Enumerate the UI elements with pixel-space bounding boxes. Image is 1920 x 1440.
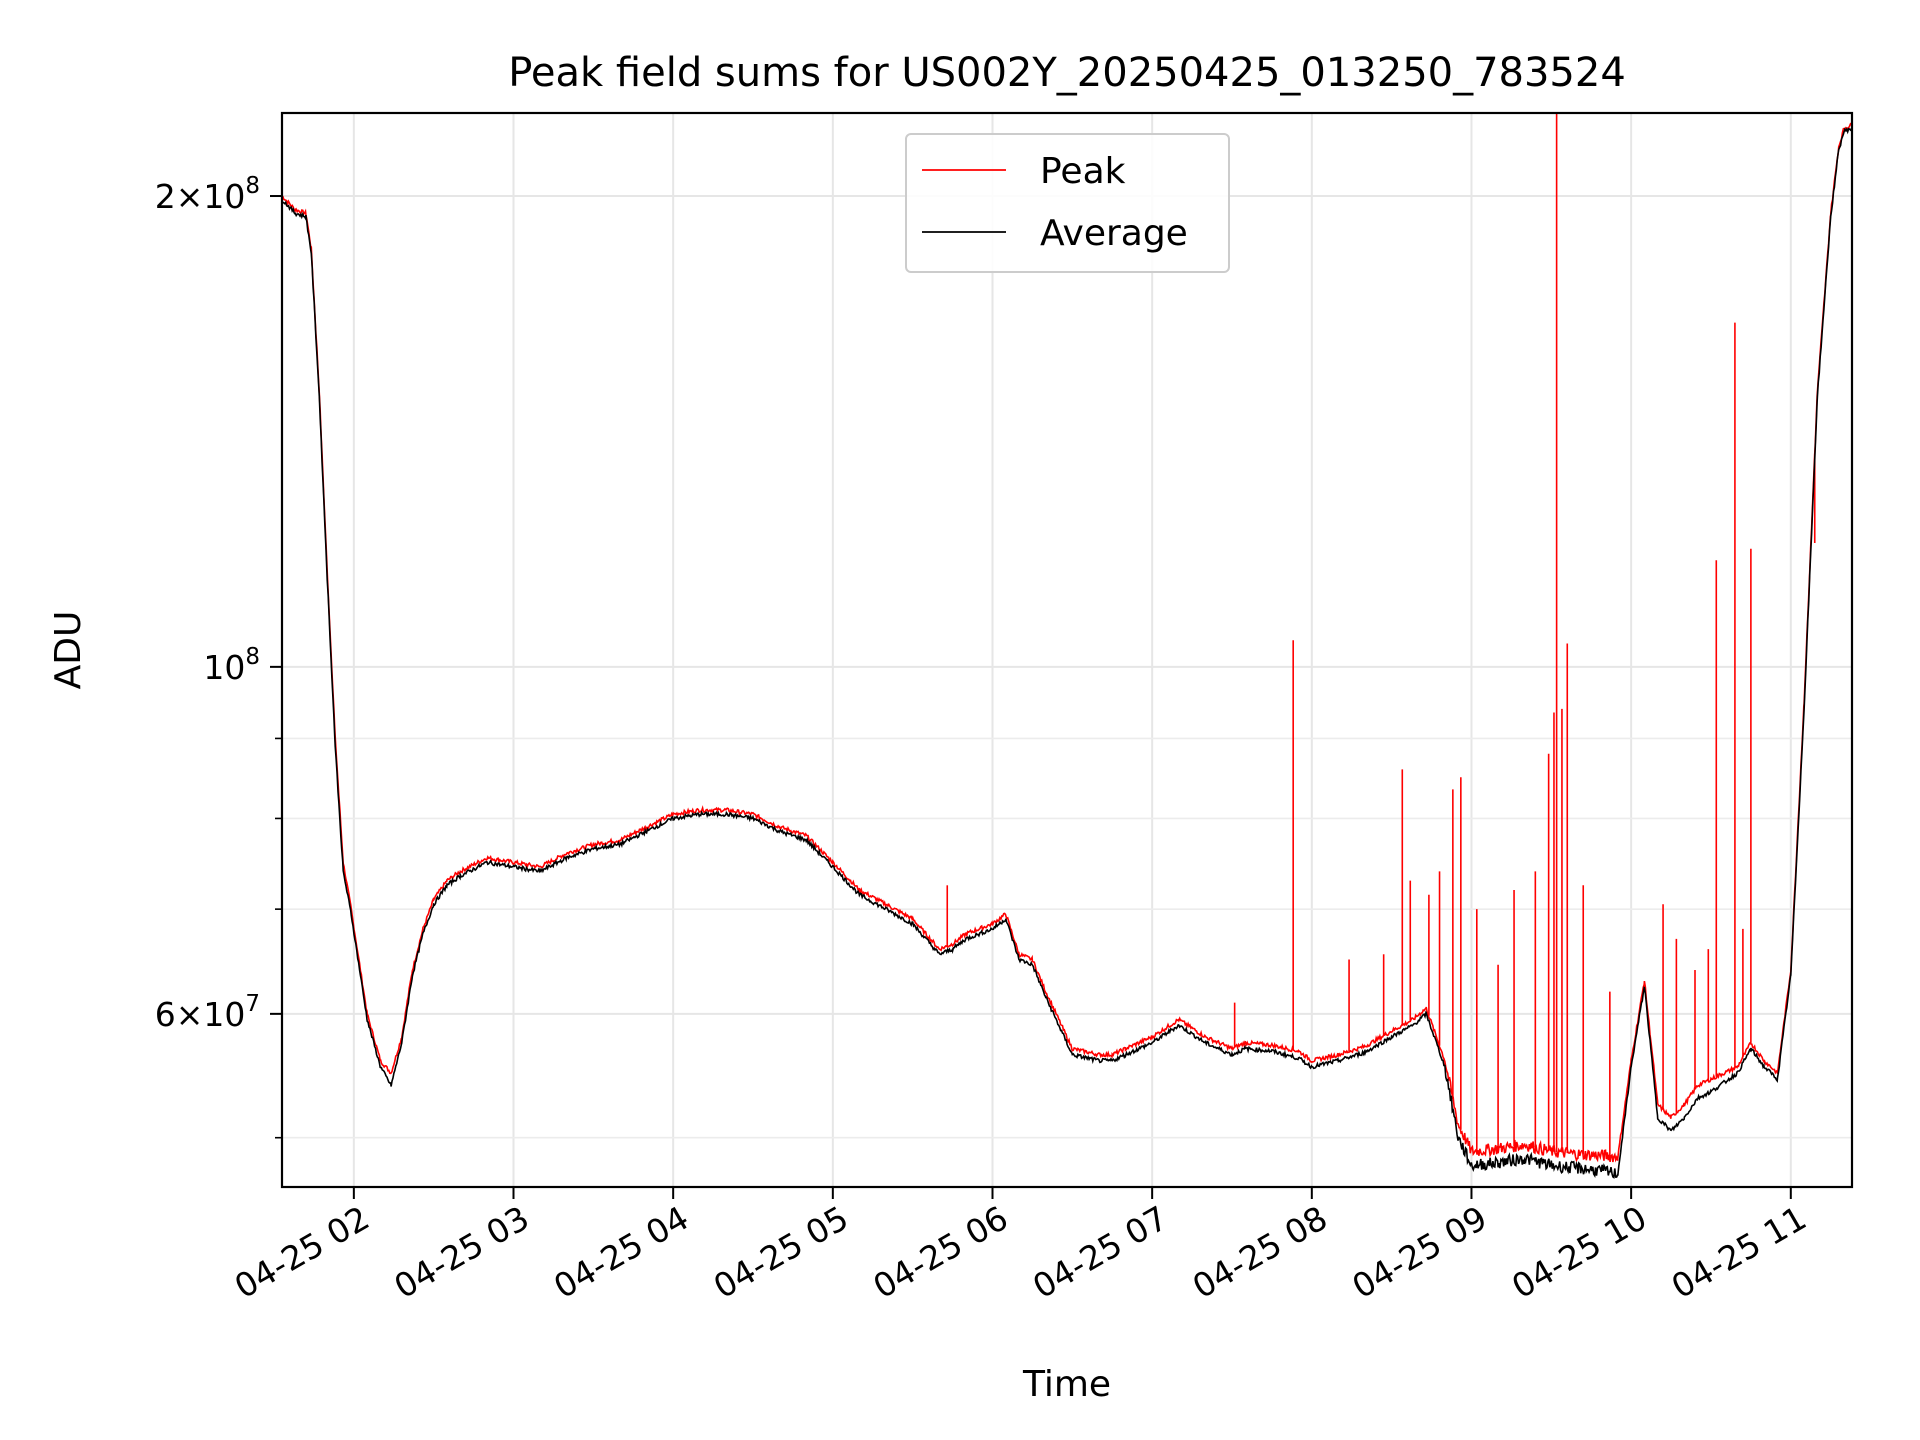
y-axis-label: ADU: [48, 611, 89, 690]
y-tick-ten: 10: [203, 648, 245, 687]
y-tick-exponent: 8: [245, 644, 260, 670]
legend-label: Peak: [1040, 151, 1126, 192]
y-tick-label: 108: [203, 644, 260, 687]
x-axis-label: Time: [1022, 1364, 1111, 1405]
x-tick-label: 04-25 04: [547, 1198, 695, 1306]
series-line-average: [282, 127, 1852, 1179]
y-tick-ten: 10: [203, 177, 245, 216]
x-tick-label: 04-25 06: [866, 1198, 1014, 1306]
x-tick-label: 04-25 09: [1345, 1198, 1493, 1306]
x-tick-label: 04-25 11: [1665, 1198, 1813, 1306]
chart-title: Peak field sums for US002Y_20250425_0132…: [508, 50, 1626, 96]
legend-box: [905, 133, 1230, 273]
y-tick-label: 2×108: [155, 173, 260, 216]
plot-frame: [280, 111, 1854, 1189]
y-tick-times: ×: [176, 995, 204, 1034]
y-tick-base: 2: [155, 177, 176, 216]
y-tick-label: 6×107: [155, 991, 260, 1034]
grid: [282, 113, 1852, 1187]
x-tick-label: 04-25 10: [1505, 1198, 1653, 1306]
x-tick-label: 04-25 03: [388, 1198, 536, 1306]
y-tick-base: 6: [155, 995, 176, 1034]
y-tick-times: ×: [176, 177, 204, 216]
y-tick-exponent: 8: [245, 173, 260, 199]
legend-label: Average: [1040, 213, 1188, 254]
peak-spikes: [946, 113, 1816, 1157]
x-axis: 04-25 02 04-25 03 04-25 04 04-25 05 04-25 06…: [228, 1187, 1813, 1306]
x-tick-label: 04-25 07: [1026, 1198, 1174, 1306]
x-tick-label: 04-25 08: [1186, 1198, 1334, 1306]
x-tick-label: 04-25 02: [228, 1198, 376, 1306]
x-tick-label: 04-25 05: [707, 1198, 855, 1306]
y-tick-ten: 10: [203, 995, 245, 1034]
y-tick-exponent: 7: [245, 991, 260, 1017]
series-layer: [282, 113, 1852, 1179]
legend[interactable]: Peak Average: [905, 133, 1230, 273]
series-line-peak: [282, 122, 1852, 1163]
